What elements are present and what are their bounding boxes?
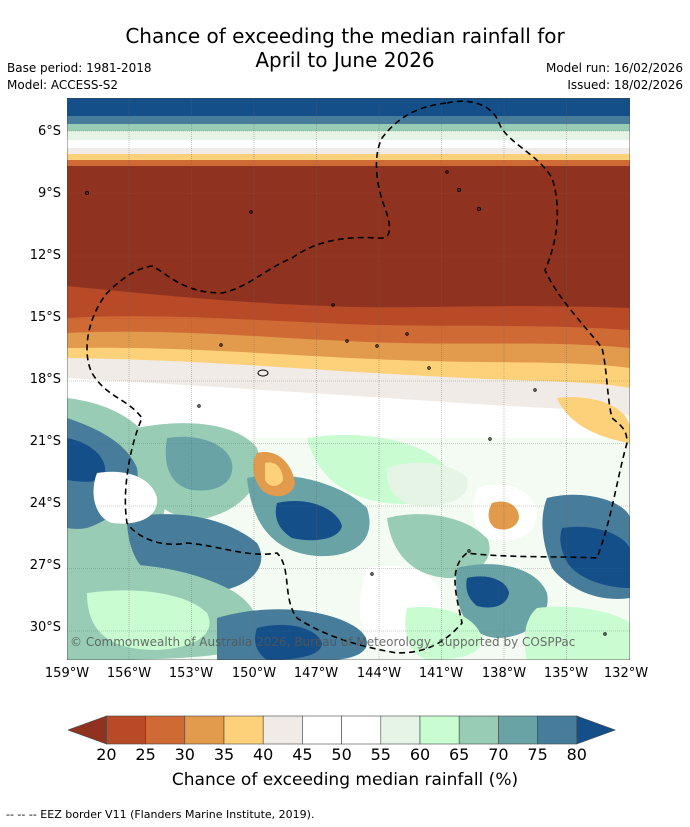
colorbar [68,715,617,745]
colorbar-segment [302,715,342,745]
colorbar-segment [458,715,499,745]
lon-label-144w: 144°W [356,666,402,681]
colorbar-segment [184,715,225,745]
lon-label-147w: 147°W [293,666,339,681]
band-blue-north [67,98,630,120]
copyright-text: © Commonwealth of Australia 2026, Bureau… [70,635,576,649]
colorbar-segment [223,715,264,745]
lat-label-15s: 15°S [29,310,61,325]
colorbar-arrow-low [68,715,107,745]
colorbar-segment [262,715,303,745]
lat-label-6s: 6°S [37,124,61,139]
lat-label-18s: 18°S [29,372,61,387]
lon-label-159w: 159°W [44,666,90,681]
colorbar-tick-label: 40 [253,745,274,764]
colorbar-tick-label: 60 [409,745,431,764]
colorbar-tick-label: 50 [331,745,352,764]
colorbar-tick-label: 30 [174,745,195,764]
colorbar-tick-label: 65 [449,745,470,764]
colorbar-tick-label: 80 [566,745,587,764]
colorbar-segment [145,715,186,745]
lat-label-9s: 9°S [37,186,61,201]
islands [85,170,607,636]
colorbar-tick-label: 20 [96,745,117,764]
issued-text: Issued: 18/02/2026 [567,78,683,92]
colorbar-segment [498,715,538,745]
colorbar-segment [537,715,578,745]
lon-label-153w: 153°W [168,666,214,681]
map-title-line1: Chance of exceeding the median rainfall … [125,24,565,48]
colorbar-segment [419,715,460,745]
colorbar-tick-label: 45 [292,745,313,764]
lat-label-24s: 24°S [29,496,61,511]
lon-label-138w: 138°W [481,666,527,681]
colorbar-segment [341,715,382,745]
colorbar-tick-label: 55 [370,745,391,764]
lon-label-132w: 132°W [603,666,649,681]
colorbar-tick-label: 70 [488,745,509,764]
model-text: Model: ACCESS-S2 [7,78,119,92]
lon-label-135w: 135°W [543,666,589,681]
lon-label-150w: 150°W [231,666,277,681]
map-title-line2: April to June 2026 [255,48,435,72]
rainfall-map [67,98,630,660]
colorbar-segment [380,715,421,745]
lat-label-12s: 12°S [29,248,61,263]
lat-label-30s: 30°S [29,620,61,635]
colorbar-segment [106,715,146,745]
colorbar-label: Chance of exceeding median rainfall (%) [171,770,519,790]
graticule [67,98,630,660]
lon-label-156w: 156°W [106,666,152,681]
lat-label-21s: 21°S [29,434,61,449]
model-run-text: Model run: 16/02/2026 [545,61,683,75]
colorbar-tick-label: 35 [213,745,235,764]
colorbar-arrow-high [576,715,617,745]
lon-label-141w: 141°W [418,666,464,681]
colorbar-tick-label: 25 [135,745,156,764]
lat-label-27s: 27°S [29,558,61,573]
eez-legend-text: -- -- -- EEZ border V11 (Flanders Marine… [6,808,315,821]
colorbar-tick-label: 75 [527,745,548,764]
base-period-text: Base period: 1981-2018 [7,61,152,75]
